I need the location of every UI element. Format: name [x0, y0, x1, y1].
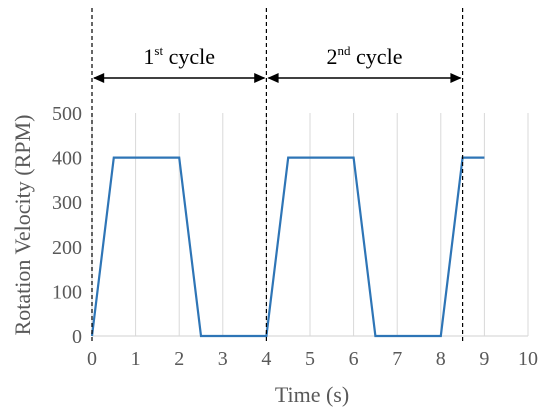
x-tick-label-10: 10: [518, 348, 538, 370]
x-tick-label-6: 6: [349, 348, 359, 370]
x-tick-label-1: 1: [131, 348, 141, 370]
cycle-arrowhead-right-2: [450, 73, 462, 83]
x-tick-label-5: 5: [305, 348, 315, 370]
cycle-annotations: 1st cycle 2nd cycle: [93, 43, 462, 83]
x-tick-label-9: 9: [479, 348, 489, 370]
cycle-label-1: 1st cycle: [143, 43, 215, 69]
x-tick-label-2: 2: [174, 348, 184, 370]
x-axis-title: Time (s): [275, 382, 349, 407]
cycle-arrowhead-left-1: [93, 73, 105, 83]
x-tick-label-0: 0: [87, 348, 97, 370]
cycle-arrowhead-right-1: [254, 73, 266, 83]
x-tick-label-7: 7: [392, 348, 402, 370]
vertical-gridlines: [135, 113, 529, 336]
cycle-label-2: 2nd cycle: [327, 43, 403, 69]
y-tick-labels: 0 100 200 300 400 500: [52, 103, 82, 348]
y-tick-label-100: 100: [52, 281, 82, 303]
y-tick-label-500: 500: [52, 103, 82, 125]
y-tick-label-0: 0: [72, 326, 82, 348]
x-tick-labels: 0 1 2 3 4 5 6 7 8 9 10: [87, 348, 538, 370]
y-axis-title: Rotation Velocity (RPM): [10, 115, 35, 336]
y-tick-label-200: 200: [52, 237, 82, 259]
series-line-0: [90, 156, 485, 338]
y-tick-label-300: 300: [52, 192, 82, 214]
x-tick-label-4: 4: [261, 348, 271, 370]
cycle-arrowhead-left-2: [267, 73, 279, 83]
x-tick-label-3: 3: [218, 348, 228, 370]
series-group: [90, 156, 485, 338]
y-tick-label-400: 400: [52, 148, 82, 170]
x-tick-label-8: 8: [436, 348, 446, 370]
